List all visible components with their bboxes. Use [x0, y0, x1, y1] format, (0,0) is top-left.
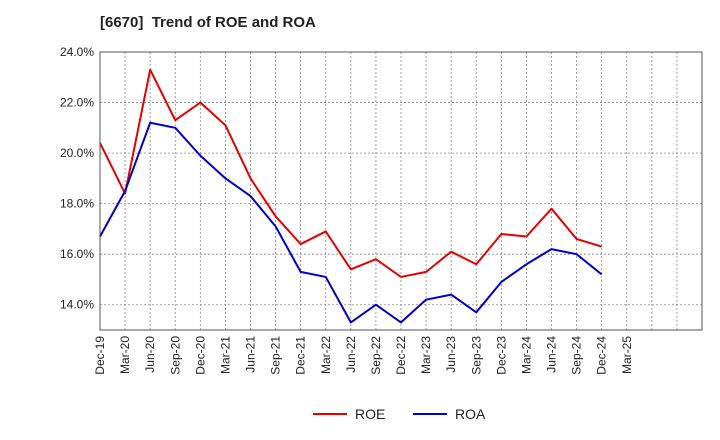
x-tick-label: Mar-24 — [519, 336, 533, 374]
x-tick-label: Jun-22 — [344, 336, 358, 373]
y-axis: 24.0% 22.0% 20.0% 18.0% 16.0% 14.0% — [60, 45, 94, 312]
y-tick-label: 16.0% — [60, 247, 94, 261]
x-tick-label: Mar-25 — [620, 336, 634, 374]
x-tick-label: Sep-20 — [168, 336, 182, 375]
legend: ROE ROA — [313, 406, 486, 422]
legend-label-roe: ROE — [355, 406, 385, 422]
x-tick-label: Jun-23 — [444, 336, 458, 373]
x-tick-label: Mar-22 — [319, 336, 333, 374]
y-tick-label: 20.0% — [60, 146, 94, 160]
y-tick-label: 24.0% — [60, 45, 94, 59]
x-tick-label: Dec-19 — [93, 336, 107, 375]
y-tick-label: 22.0% — [60, 96, 94, 110]
x-tick-label: Jun-24 — [545, 336, 559, 373]
chart-title: [6670] Trend of ROE and ROA — [100, 14, 316, 31]
x-tick-label: Dec-24 — [595, 336, 609, 375]
x-tick-label: Mar-21 — [218, 336, 232, 374]
series-layer — [99, 68, 603, 324]
series-line-roa — [99, 121, 603, 324]
y-tick-label: 14.0% — [60, 298, 94, 312]
x-tick-label: Sep-22 — [369, 336, 383, 375]
y-tick-label: 18.0% — [60, 197, 94, 211]
series-line-roe — [99, 68, 602, 278]
x-tick-label: Jun-20 — [143, 336, 157, 373]
x-tick-label: Dec-23 — [494, 336, 508, 375]
x-tick-label: Mar-20 — [118, 336, 132, 374]
x-tick-label: Jun-21 — [244, 336, 258, 373]
x-tick-label: Dec-21 — [294, 336, 308, 375]
legend-label-roa: ROA — [455, 406, 486, 422]
x-tick-label: Sep-23 — [469, 336, 483, 375]
grid-layer — [100, 52, 702, 330]
x-tick-label: Dec-20 — [193, 336, 207, 375]
x-tick-label: Sep-21 — [269, 336, 283, 375]
plot-frame — [99, 51, 703, 331]
x-axis: Dec-19 Mar-20 Jun-20 Sep-20 Dec-20 Mar-21 Jun-… — [93, 336, 634, 375]
x-tick-label: Mar-23 — [419, 336, 433, 374]
x-tick-label: Sep-24 — [570, 336, 584, 375]
x-tick-label: Dec-22 — [394, 336, 408, 375]
